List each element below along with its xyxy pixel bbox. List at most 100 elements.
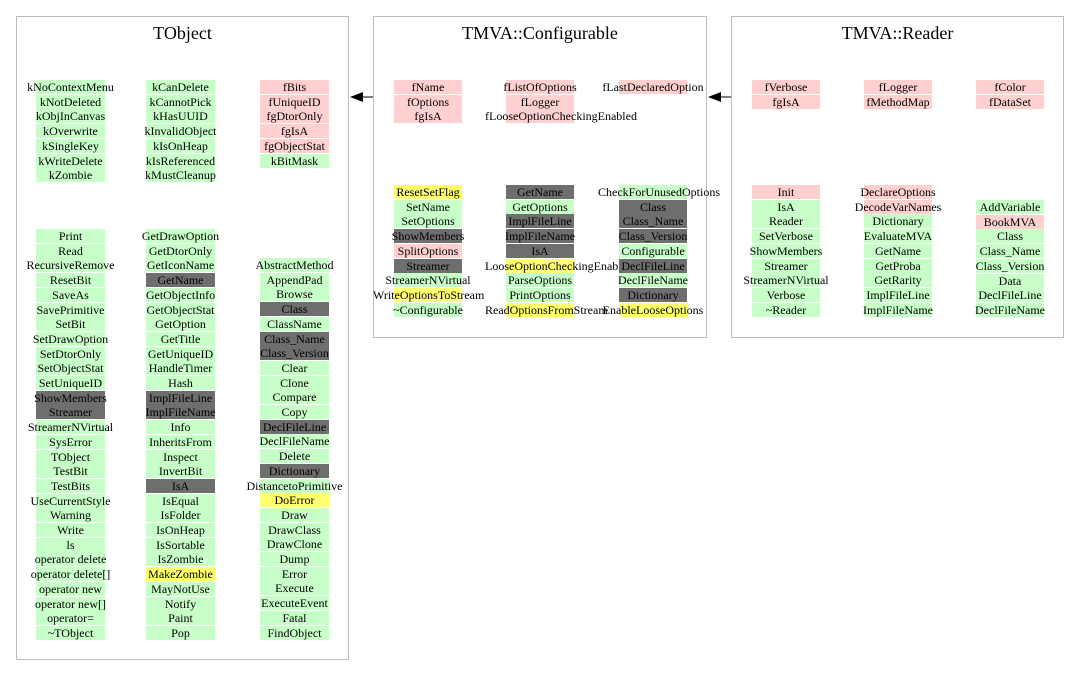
member-kbitmask[interactable]: kBitMask [235, 153, 355, 168]
member-implfilename[interactable]: ImplFileName [485, 229, 595, 244]
member-addvariable[interactable]: AddVariable [955, 200, 1065, 214]
member-kinvalidobject[interactable]: kInvalidObject [121, 124, 241, 139]
member-kwritedelete[interactable]: kWriteDelete [11, 153, 131, 168]
member-doerror[interactable]: DoError [235, 493, 355, 508]
member-fgisa[interactable]: fgIsA [373, 109, 483, 124]
member-makezombie[interactable]: MakeZombie [121, 567, 241, 582]
member-koverwrite[interactable]: kOverwrite [11, 124, 131, 139]
member-class[interactable]: Class [598, 199, 708, 214]
member-testbits[interactable]: TestBits [11, 478, 131, 493]
member-class-version[interactable]: Class_Version [955, 258, 1065, 273]
member-implfileline[interactable]: ImplFileLine [485, 214, 595, 229]
member-saveprimitive[interactable]: SavePrimitive [11, 302, 131, 317]
member-declfileline[interactable]: DeclFileLine [955, 288, 1065, 303]
member-isa[interactable]: IsA [485, 243, 595, 258]
member-flogger[interactable]: fLogger [843, 80, 953, 94]
member-info[interactable]: Info [121, 420, 241, 435]
member-checkforunusedoptions[interactable]: CheckForUnusedOptions [598, 185, 720, 199]
member-setuniqueid[interactable]: SetUniqueID [11, 376, 131, 390]
member-hash[interactable]: Hash [121, 376, 241, 390]
member-syserror[interactable]: SysError [11, 434, 131, 449]
member-kisreferenced[interactable]: kIsReferenced [121, 153, 241, 168]
member-write[interactable]: Write [11, 523, 131, 537]
member-ls[interactable]: ls [11, 537, 131, 552]
member-getname[interactable]: GetName [843, 243, 953, 258]
member-streamernvirtual[interactable]: StreamerNVirtual [11, 420, 131, 435]
member-testbit[interactable]: TestBit [11, 464, 131, 479]
member-inheritsfrom[interactable]: InheritsFrom [121, 434, 241, 449]
member-operator-new[interactable]: operator new[] [11, 596, 131, 611]
member-resetsetflag[interactable]: ResetSetFlag [373, 185, 483, 199]
member-flogger[interactable]: fLogger [485, 94, 595, 109]
member-geticonname[interactable]: GetIconName [121, 258, 241, 273]
member-getrarity[interactable]: GetRarity [843, 273, 953, 288]
member-streamer[interactable]: Streamer [373, 258, 483, 273]
member-recursiveremove[interactable]: RecursiveRemove [11, 258, 131, 273]
member-getname[interactable]: GetName [485, 185, 595, 199]
member-printoptions[interactable]: PrintOptions [485, 287, 595, 302]
member-getuniqueid[interactable]: GetUniqueID [121, 346, 241, 361]
member-funiqueid[interactable]: fUniqueID [235, 94, 355, 109]
member-writeoptionstostream[interactable]: WriteOptionsToStream [373, 287, 484, 302]
member-clear[interactable]: Clear [235, 360, 355, 375]
member-gettitle[interactable]: GetTitle [121, 331, 241, 346]
member-delete[interactable]: Delete [235, 449, 355, 464]
member-getdtoronly[interactable]: GetDtorOnly [121, 243, 241, 258]
member-streamernvirtual[interactable]: StreamerNVirtual [731, 273, 841, 288]
member-resetbit[interactable]: ResetBit [11, 273, 131, 288]
member-copy[interactable]: Copy [235, 405, 355, 419]
member-read[interactable]: Read [11, 243, 131, 258]
member-streamer[interactable]: Streamer [731, 258, 841, 273]
member-getdrawoption[interactable]: GetDrawOption [121, 229, 241, 243]
member-declfileline[interactable]: DeclFileLine [598, 258, 708, 273]
member-distancetoprimitive[interactable]: DistancetoPrimitive [235, 478, 355, 493]
member-kmustcleanup[interactable]: kMustCleanup [121, 168, 241, 183]
member-warning[interactable]: Warning [11, 508, 131, 523]
member-class-version[interactable]: Class_Version [235, 346, 355, 361]
member-readoptionsfromstream[interactable]: ReadOptionsFromStream [485, 302, 608, 317]
member-getobjectinfo[interactable]: GetObjectInfo [121, 287, 241, 302]
member-tobject[interactable]: ~TObject [11, 625, 131, 640]
member-error[interactable]: Error [235, 566, 355, 581]
member-setverbose[interactable]: SetVerbose [731, 229, 841, 244]
member-fverbose[interactable]: fVerbose [731, 80, 841, 94]
member-declfilename[interactable]: DeclFileName [955, 302, 1065, 317]
member-classname[interactable]: ClassName [235, 316, 355, 331]
member-reader[interactable]: Reader [731, 214, 841, 229]
member-isonheap[interactable]: IsOnHeap [121, 523, 241, 537]
member-splitoptions[interactable]: SplitOptions [373, 243, 483, 258]
member-getoption[interactable]: GetOption [121, 317, 241, 332]
member-khasuuid[interactable]: kHasUUID [121, 109, 241, 124]
member-appendpad[interactable]: AppendPad [235, 272, 355, 287]
member-kcannotpick[interactable]: kCannotPick [121, 94, 241, 109]
member-invertbit[interactable]: InvertBit [121, 464, 241, 479]
member-verbose[interactable]: Verbose [731, 287, 841, 302]
member-class-name[interactable]: Class_Name [235, 331, 355, 346]
member-inspect[interactable]: Inspect [121, 449, 241, 464]
member-setoptions[interactable]: SetOptions [373, 214, 483, 229]
member-dump[interactable]: Dump [235, 552, 355, 566]
member-fname[interactable]: fName [373, 80, 483, 94]
member-tobject[interactable]: TObject [11, 449, 131, 464]
member-saveas[interactable]: SaveAs [11, 287, 131, 302]
member-class[interactable]: Class [955, 229, 1065, 244]
member-class-version[interactable]: Class_Version [598, 229, 708, 244]
member-decodevarnames[interactable]: DecodeVarNames [843, 199, 953, 214]
member-knotdeleted[interactable]: kNotDeleted [11, 94, 131, 109]
member-class-name[interactable]: Class_Name [955, 244, 1065, 259]
member-implfilename[interactable]: ImplFileName [843, 302, 953, 317]
member-looseoptioncheckingenabled[interactable]: LooseOptionCheckingEnabled [485, 258, 633, 273]
member-draw[interactable]: Draw [235, 507, 355, 522]
member-isequal[interactable]: IsEqual [121, 493, 241, 508]
member-fgisa[interactable]: fgIsA [235, 124, 355, 139]
member-configurable[interactable]: ~Configurable [373, 302, 483, 317]
member-setdrawoption[interactable]: SetDrawOption [11, 331, 131, 346]
member-iszombie[interactable]: IsZombie [121, 552, 241, 567]
member-reader[interactable]: ~Reader [731, 302, 841, 317]
member-streamer[interactable]: Streamer [11, 405, 131, 420]
member-fcolor[interactable]: fColor [955, 80, 1065, 94]
member-drawclone[interactable]: DrawClone [235, 537, 355, 552]
member-compare[interactable]: Compare [235, 390, 355, 405]
member-flastdeclaredoption[interactable]: fLastDeclaredOption [598, 80, 708, 94]
member-showmembers[interactable]: ShowMembers [11, 390, 131, 405]
